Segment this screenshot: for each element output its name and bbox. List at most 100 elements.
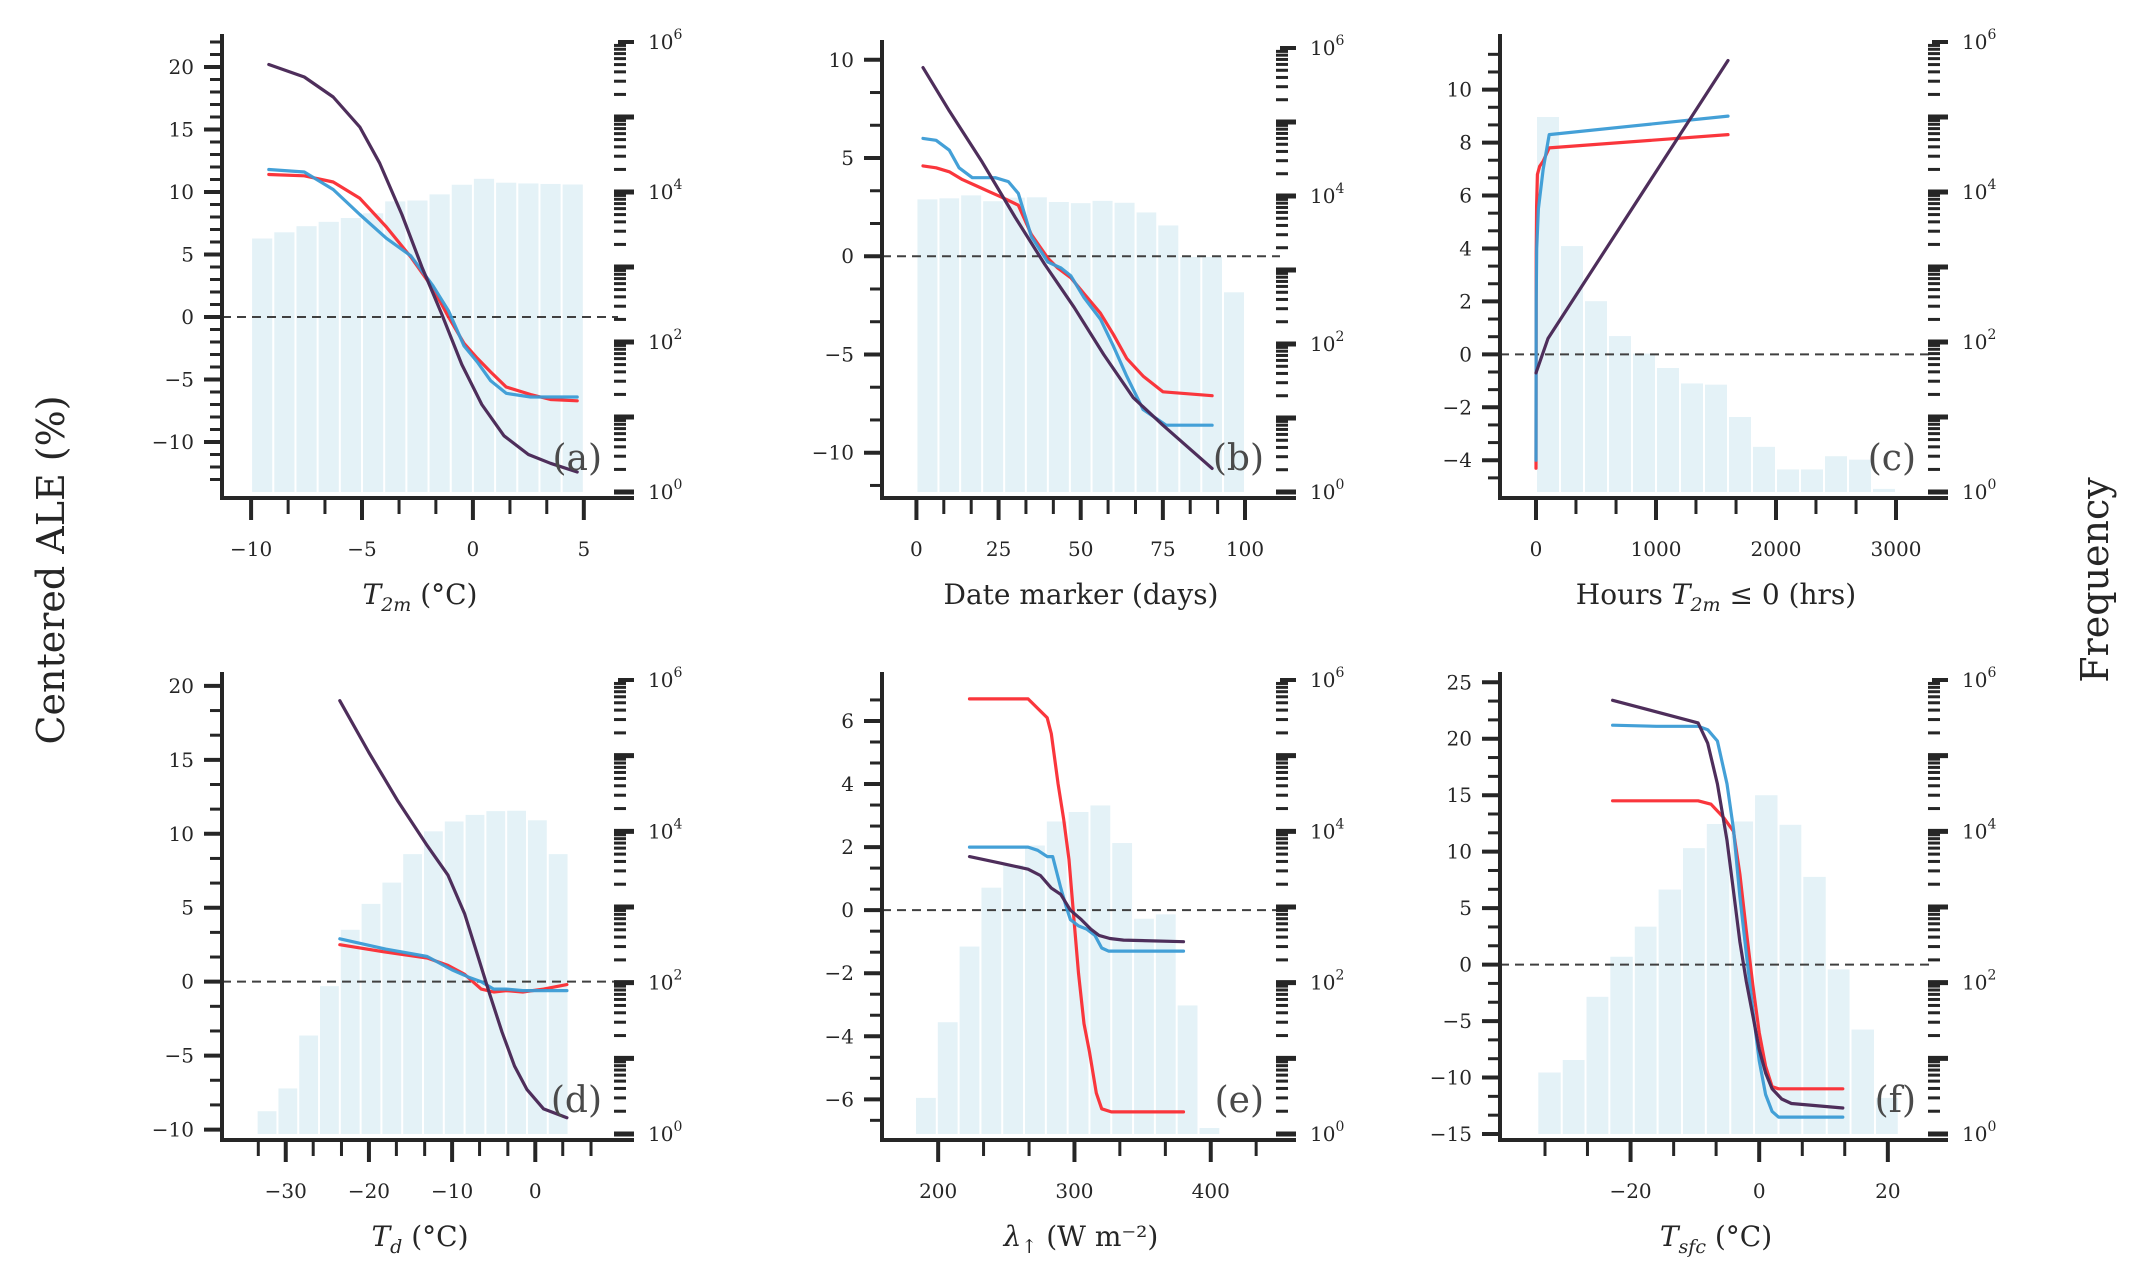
right-tick-base: 10 bbox=[1310, 36, 1335, 60]
y-tick-label: 20 bbox=[1447, 727, 1472, 751]
y-tick-label: 4 bbox=[841, 772, 854, 796]
panel-label: (f) bbox=[1875, 1080, 1916, 1121]
histogram-bar bbox=[1585, 301, 1607, 492]
histogram-bar bbox=[1801, 469, 1823, 492]
histogram-bar bbox=[299, 1035, 319, 1134]
histogram-bar bbox=[257, 1111, 277, 1134]
histogram-bar bbox=[340, 218, 361, 492]
x-tick-label: 0 bbox=[1530, 537, 1543, 561]
y-tick-label: −15 bbox=[1430, 1122, 1472, 1146]
series-line-purple bbox=[967, 854, 1186, 944]
right-tick-base: 10 bbox=[1962, 480, 1987, 504]
histogram-bar bbox=[981, 887, 1002, 1134]
right-tick-base: 10 bbox=[1310, 819, 1335, 843]
histogram-bar bbox=[939, 198, 960, 492]
x-axis-label: λ↑ (W m⁻²) bbox=[1003, 1220, 1159, 1258]
histogram-bar bbox=[1753, 446, 1775, 492]
histogram-bar bbox=[917, 199, 938, 492]
histogram-bar bbox=[1609, 336, 1631, 492]
right-tick-base: 10 bbox=[1962, 1122, 1987, 1146]
right-tick-exponent: 2 bbox=[673, 968, 682, 984]
panel-label: (e) bbox=[1215, 1080, 1264, 1121]
y-tick-label: 6 bbox=[841, 709, 854, 733]
right-tick-label: 100 bbox=[1962, 477, 1996, 504]
y-tick-label: 5 bbox=[181, 896, 194, 920]
histogram-bar bbox=[1112, 843, 1133, 1134]
histogram-bar bbox=[1827, 969, 1850, 1134]
x-tick-label: 1000 bbox=[1631, 537, 1682, 561]
histogram-bar bbox=[961, 195, 982, 492]
right-tick-label: 106 bbox=[1310, 33, 1344, 60]
series-line-red bbox=[1610, 799, 1845, 1091]
histogram-bar bbox=[1180, 256, 1201, 492]
x-label-subscript: d bbox=[390, 1236, 402, 1258]
histogram-bar bbox=[562, 184, 583, 492]
right-tick-exponent: 4 bbox=[1987, 177, 1996, 193]
right-tick-base: 10 bbox=[1310, 1122, 1335, 1146]
right-tick-label: 106 bbox=[1962, 27, 1996, 54]
histogram-bar bbox=[1851, 1029, 1874, 1134]
panel-label: (c) bbox=[1868, 438, 1916, 479]
x-tick-label: 300 bbox=[1055, 1179, 1093, 1203]
histogram-bar bbox=[1706, 824, 1730, 1134]
x-label-subscript: ↑ bbox=[1021, 1236, 1037, 1258]
histogram-bar bbox=[1070, 203, 1091, 493]
right-tick-label: 100 bbox=[1962, 1119, 1996, 1146]
series-line-blue bbox=[1534, 114, 1730, 462]
histogram-bar bbox=[1025, 845, 1045, 1134]
y-tick-label: −10 bbox=[152, 1118, 194, 1142]
right-tick-exponent: 2 bbox=[673, 327, 682, 343]
right-tick-base: 10 bbox=[648, 971, 673, 995]
y-tick-label: 0 bbox=[1459, 953, 1472, 977]
histogram-bar bbox=[486, 811, 506, 1134]
right-tick-label: 100 bbox=[648, 477, 682, 504]
histogram-bar bbox=[1005, 197, 1025, 493]
x-axis-label: Date marker (days) bbox=[944, 578, 1219, 611]
y-tick-label: 5 bbox=[841, 146, 854, 170]
right-tick-label: 104 bbox=[648, 816, 682, 843]
y-tick-label: −10 bbox=[812, 441, 854, 465]
y-tick-label: 2 bbox=[1459, 289, 1472, 313]
histogram-bar bbox=[382, 882, 402, 1134]
right-tick-exponent: 0 bbox=[1987, 477, 1996, 493]
histogram-bar bbox=[403, 854, 422, 1134]
histogram-bar bbox=[407, 200, 428, 493]
right-tick-base: 10 bbox=[1310, 668, 1335, 692]
histogram-bar bbox=[1825, 456, 1847, 492]
histogram-bar bbox=[915, 1097, 936, 1134]
histogram-bar bbox=[507, 810, 526, 1134]
right-tick-base: 10 bbox=[1310, 480, 1335, 504]
y-tick-label: 2 bbox=[841, 835, 854, 859]
y-tick-label: 25 bbox=[1447, 670, 1472, 694]
histogram-bar bbox=[363, 213, 384, 492]
y-tick-label: 15 bbox=[169, 748, 194, 772]
y-tick-label: 20 bbox=[169, 55, 194, 79]
histogram-bar bbox=[1537, 117, 1559, 492]
histogram-bar bbox=[473, 178, 495, 492]
histogram-bar bbox=[385, 201, 406, 492]
right-tick-base: 10 bbox=[1310, 184, 1335, 208]
right-tick-label: 102 bbox=[1310, 968, 1344, 995]
histogram-bar bbox=[1048, 201, 1069, 492]
y-tick-label: 10 bbox=[1447, 78, 1472, 102]
panel-label: (a) bbox=[552, 438, 602, 479]
x-label-symbol: T bbox=[1672, 578, 1693, 611]
right-tick-exponent: 2 bbox=[1335, 968, 1344, 984]
x-label-symbol: λ bbox=[1003, 1220, 1022, 1253]
x-tick-label: 0 bbox=[467, 537, 480, 561]
right-tick-exponent: 2 bbox=[1987, 327, 1996, 343]
histogram-bar bbox=[1634, 926, 1657, 1134]
right-tick-label: 100 bbox=[1310, 1119, 1344, 1146]
x-label-units: ≤ 0 (hrs) bbox=[1721, 578, 1857, 611]
right-tick-exponent: 4 bbox=[1335, 816, 1344, 832]
histogram-bar bbox=[361, 903, 381, 1134]
panel-label: (d) bbox=[551, 1080, 602, 1121]
x-label-symbol: T bbox=[371, 1220, 392, 1253]
histogram-bar bbox=[1134, 918, 1154, 1134]
histogram-bar bbox=[318, 221, 339, 492]
right-tick-exponent: 0 bbox=[673, 477, 682, 493]
right-tick-label: 104 bbox=[1962, 816, 1996, 843]
